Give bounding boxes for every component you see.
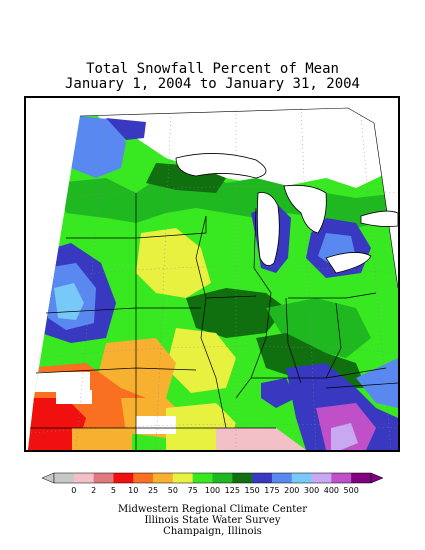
legend-tick-label: 50 [168, 486, 178, 495]
legend-swatch [54, 473, 75, 483]
legend-tick-label: 300 [304, 486, 319, 495]
legend-tick-label: 200 [284, 486, 299, 495]
legend-arrow-low [41, 472, 55, 484]
map-date-range: January 1, 2004 to January 31, 2004 [64, 76, 360, 92]
legend-tick-label: 125 [225, 486, 240, 495]
legend-tick-label: 75 [188, 486, 198, 495]
legend-tick-label: 10 [128, 486, 138, 495]
legend-swatch [291, 473, 312, 483]
legend-arrow-high [370, 472, 384, 484]
legend-tick-label: 100 [205, 486, 220, 495]
legend-swatch [73, 473, 94, 483]
legend-tick-label: 150 [244, 486, 259, 495]
legend-tick-label: 175 [264, 486, 279, 495]
legend-swatch [192, 473, 213, 483]
legend-swatch [133, 473, 154, 483]
legend-swatch [172, 473, 193, 483]
legend-swatch [271, 473, 293, 483]
legend-tick-label: 2 [91, 486, 96, 495]
snowfall-map [26, 98, 398, 450]
legend-swatch [351, 473, 372, 483]
legend-tick-label: 500 [344, 486, 359, 495]
color-legend: 0 2 5 10 25 50 75 100 125 150 175 200 300 400 500 [41, 472, 384, 495]
legend-swatch [93, 473, 114, 483]
state-boundaries [30, 193, 398, 450]
legend-tick-label: 25 [148, 486, 158, 495]
legend-tick-label: 0 [71, 486, 76, 495]
legend-swatch [212, 473, 233, 483]
legend-swatch [331, 473, 352, 483]
legend-outline [53, 472, 372, 484]
legend-swatch [153, 473, 174, 483]
map-panel [24, 96, 400, 452]
credit-survey: Illinois State Water Survey [144, 515, 281, 526]
legend-swatch [113, 473, 134, 483]
credit-location: Champaign, Illinois [163, 526, 262, 537]
data-field [28, 108, 398, 450]
great-lakes [175, 153, 398, 274]
credit-center: Midwestern Regional Climate Center [118, 504, 307, 515]
legend-tick-label: 400 [324, 486, 339, 495]
legend-swatch [252, 473, 273, 483]
legend-tick-label: 5 [111, 486, 116, 495]
map-title: Total Snowfall Percent of Mean [86, 61, 339, 77]
legend-swatch [232, 473, 253, 483]
legend-swatch [311, 473, 332, 483]
